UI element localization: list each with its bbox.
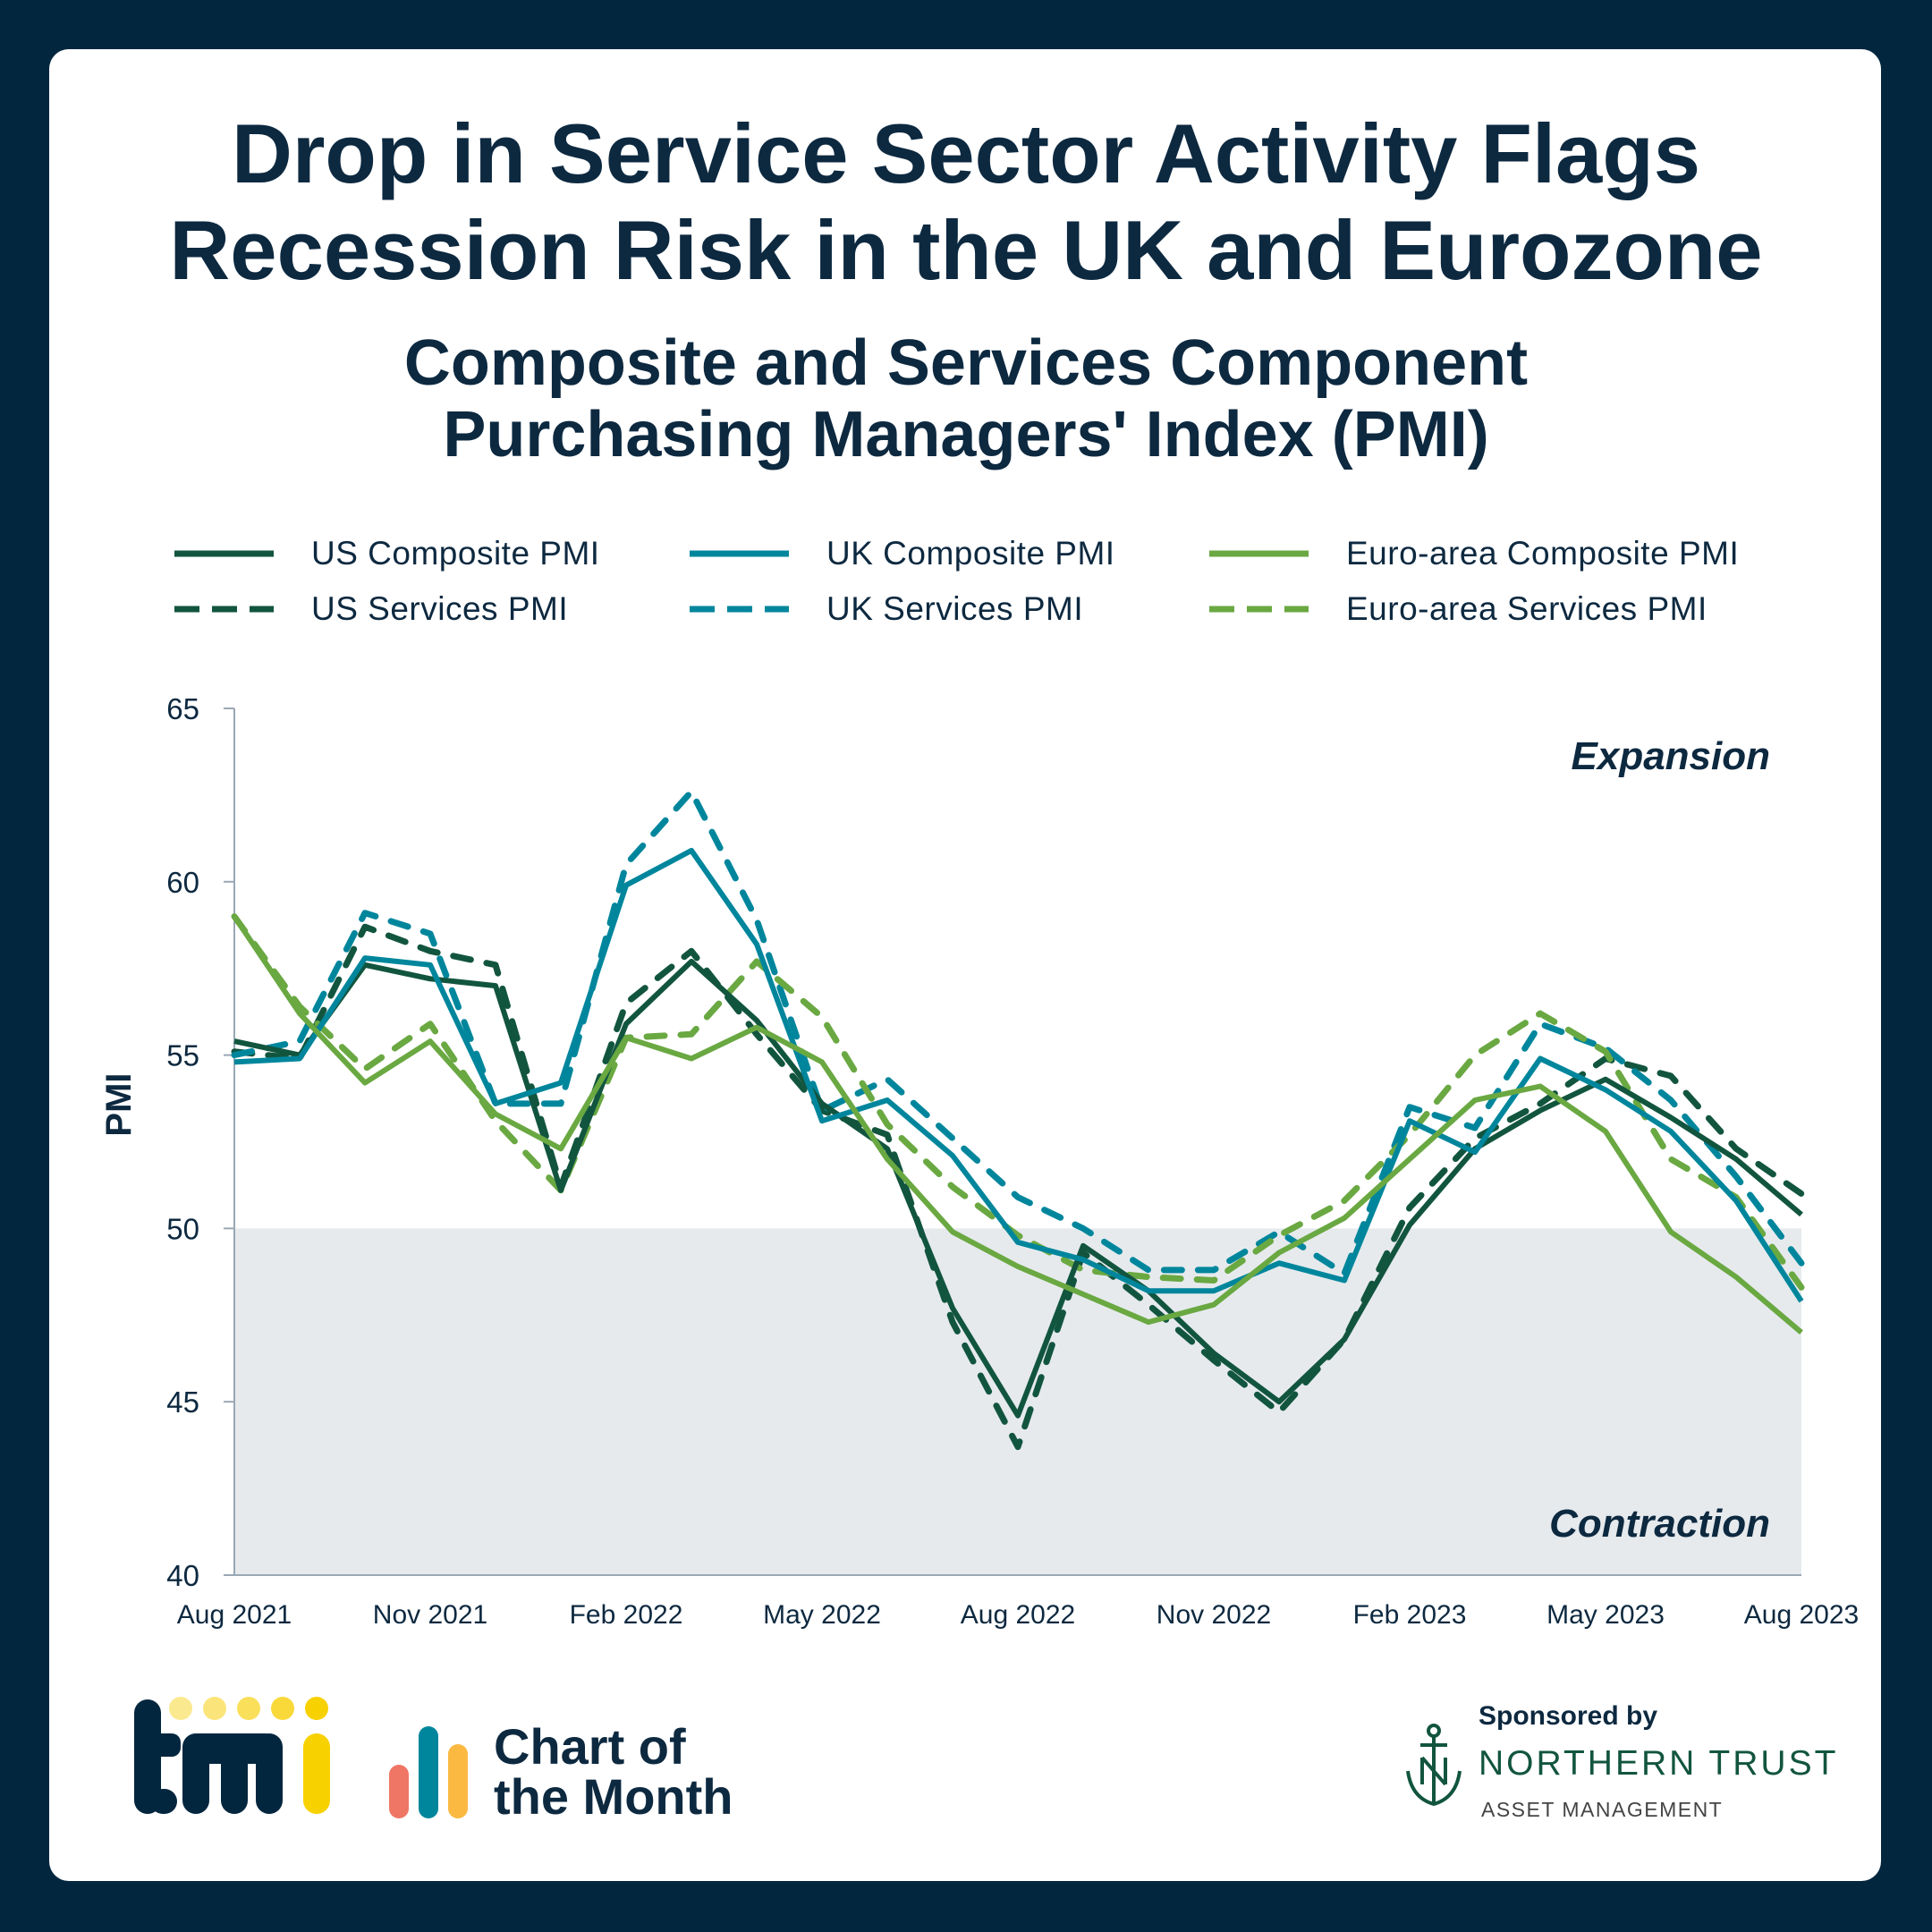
legend-label: US Composite PMI bbox=[311, 535, 600, 572]
anchor-icon bbox=[1406, 1724, 1462, 1807]
legend-item: UK Composite PMI bbox=[688, 535, 1115, 572]
subtitle-line: Purchasing Managers' Index (PMI) bbox=[443, 399, 1489, 470]
title-line: Drop in Service Sector Activity Flags bbox=[231, 106, 1701, 200]
legend-swatch bbox=[690, 606, 789, 613]
series-line-euro-area-services-pmi bbox=[231, 913, 1805, 1291]
sponsor-name: NORTHERN TRUST bbox=[1479, 1744, 1839, 1783]
x-tick-label: Aug 2021 bbox=[177, 1600, 292, 1630]
legend-swatch bbox=[1209, 550, 1309, 557]
x-tick-label: Aug 2023 bbox=[1744, 1600, 1859, 1630]
legend-swatch bbox=[174, 550, 274, 557]
x-tick-label: Feb 2023 bbox=[1353, 1600, 1467, 1630]
chart-of-month-bars-icon bbox=[389, 1726, 468, 1818]
legend-item: Euro-area Services PMI bbox=[1208, 590, 1707, 627]
x-tick-label: Aug 2022 bbox=[961, 1600, 1075, 1630]
y-tick-label: 40 bbox=[166, 1559, 199, 1592]
legend-item: UK Services PMI bbox=[688, 590, 1084, 627]
legend-label: UK Services PMI bbox=[826, 590, 1084, 627]
sponsor-division: ASSET MANAGEMENT bbox=[1481, 1798, 1724, 1821]
y-tick-label: 65 bbox=[166, 692, 199, 725]
y-axis-label: PMI bbox=[99, 1072, 139, 1136]
x-tick-label: May 2022 bbox=[763, 1600, 881, 1630]
contraction-annotation: Contraction bbox=[1549, 1502, 1770, 1546]
y-tick-label: 45 bbox=[166, 1385, 199, 1419]
legend-swatch bbox=[174, 606, 274, 613]
page-title: Drop in Service Sector Activity Flags Re… bbox=[0, 106, 1932, 299]
legend-label: UK Composite PMI bbox=[826, 535, 1115, 572]
legend-swatch bbox=[690, 550, 789, 557]
chart-of-month-label: Chart of the Month bbox=[494, 1722, 733, 1822]
label-line: Chart of bbox=[494, 1718, 686, 1775]
legend-label: Euro-area Composite PMI bbox=[1346, 535, 1740, 572]
x-tick-label: Feb 2022 bbox=[570, 1600, 683, 1630]
legend-label: US Services PMI bbox=[311, 590, 569, 627]
series-line-euro-area-composite-pmi bbox=[232, 914, 1803, 1335]
label-line: the Month bbox=[494, 1768, 733, 1825]
legend-item: US Composite PMI bbox=[173, 535, 600, 572]
legend-swatch bbox=[1209, 606, 1309, 613]
contraction-band bbox=[234, 1228, 1801, 1575]
legend-item: Euro-area Composite PMI bbox=[1208, 535, 1740, 572]
legend-item: US Services PMI bbox=[173, 590, 569, 627]
series-line-us-composite-pmi bbox=[233, 958, 1803, 1419]
title-line: Recession Risk in the UK and Eurozone bbox=[169, 203, 1763, 297]
series-line-uk-services-pmi bbox=[231, 788, 1805, 1277]
chart-subtitle: Composite and Services Component Purchas… bbox=[0, 327, 1932, 470]
y-tick-label: 55 bbox=[166, 1039, 199, 1072]
y-tick-label: 60 bbox=[166, 866, 199, 899]
tmi-logo bbox=[134, 1697, 330, 1814]
x-tick-label: Nov 2022 bbox=[1157, 1600, 1271, 1630]
subtitle-line: Composite and Services Component bbox=[403, 327, 1529, 399]
series-line-us-services-pmi bbox=[231, 923, 1805, 1451]
y-tick-label: 50 bbox=[166, 1212, 199, 1245]
x-tick-label: Nov 2021 bbox=[373, 1600, 487, 1630]
legend-label: Euro-area Services PMI bbox=[1346, 590, 1707, 627]
x-tick-label: May 2023 bbox=[1546, 1600, 1665, 1630]
expansion-annotation: Expansion bbox=[1572, 734, 1771, 778]
series-line-uk-composite-pmi bbox=[233, 847, 1804, 1303]
sponsored-by-label: Sponsored by bbox=[1479, 1701, 1658, 1731]
